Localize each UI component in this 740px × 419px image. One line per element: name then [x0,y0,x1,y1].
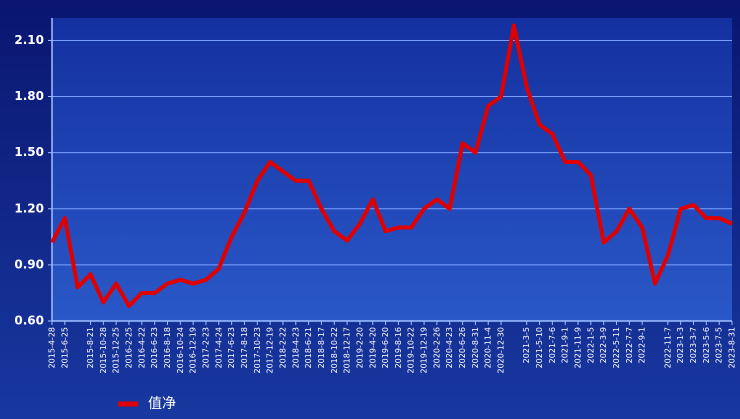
x-tick-label: 2016-10-24 [176,327,185,374]
line [50,23,733,309]
plot-area [52,18,732,321]
x-tick-label: 2019-2-20 [355,327,364,368]
x-tick-label: 2020-8-31 [471,327,480,368]
x-tick-label: 2016-2-25 [124,327,133,368]
x-tick-label: 2022-3-9 [599,327,608,363]
x-tick-label: 2019-12-19 [420,327,429,374]
x-tick-label: 2023-3-7 [689,327,698,363]
x-tick-label: 2015-8-21 [86,327,95,368]
x-tick-label: 2016-4-22 [137,327,146,368]
y-tick-label: 0.60 [14,314,44,328]
x-tick-label: 2019-10-22 [407,327,416,374]
x-tick-label: 2015-6-25 [60,327,69,368]
x-tick-label: 2020-11-4 [484,327,493,368]
x-tick-label: 2016-12-19 [189,327,198,374]
x-tick-label: 2019-8-16 [394,327,403,368]
x-tick-label: 2017-10-23 [253,327,262,374]
y-tick-label: 2.10 [14,33,44,47]
x-tick-label: 2022-11-7 [663,327,672,368]
x-tick-label: 2018-8-17 [317,327,326,368]
x-tick-label: 2020-6-26 [458,327,467,368]
x-tick-label: 2023-8-31 [728,327,737,368]
legend-label: 值净 [148,396,176,412]
x-tick-label: 2016-6-23 [150,327,159,368]
x-tick-label: 2018-6-21 [304,327,313,368]
x-tick-label: 2020-12-30 [497,327,506,374]
x-tick-label: 2015-10-28 [99,327,108,374]
y-tick-label: 1.50 [14,145,44,159]
y-tick-label: 1.80 [14,89,44,103]
x-tick-label: 2017-12-19 [266,327,275,374]
legend: 值净 [118,396,176,412]
x-tick-label: 2022-7-7 [625,327,634,363]
x-tick-label: 2021-7-6 [548,327,557,363]
x-tick-label: 2018-4-23 [291,327,300,368]
x-tick-label: 2023-7-5 [715,327,724,363]
x-tick-label: 2018-10-22 [330,327,339,374]
x-tick-label: 2016-8-18 [163,327,172,368]
x-tick-label: 2021-9-1 [561,327,570,363]
x-tick-label: 2021-3-5 [522,327,531,363]
x-tick-label: 2017-8-18 [240,327,249,368]
x-tick-label: 2015-4-28 [48,327,57,368]
x-tick-label: 2019-4-20 [368,327,377,368]
x-tick-label: 2021-5-10 [535,327,544,368]
x-tick-label: 2017-4-24 [214,327,223,368]
x-tick-label: 2015-12-25 [112,327,121,374]
x-tick-label: 2017-2-23 [201,327,210,368]
x-tick-label: 2023-1-3 [676,327,685,363]
x-tick-label: 2018-12-17 [343,327,352,374]
x-tick-label: 2019-6-20 [381,327,390,368]
x-tick-label: 2018-2-22 [278,327,287,368]
x-tick-label: 2022-9-1 [638,327,647,363]
x-tick-label: 2020-2-26 [432,327,441,368]
x-tick-label: 2020-4-23 [445,327,454,368]
x-tick-label: 2021-11-9 [574,327,583,368]
y-tick-label: 1.20 [14,201,44,215]
x-tick-label: 2022-1-5 [586,327,595,363]
x-tick-label: 2017-6-23 [227,327,236,368]
x-tick-label: 2023-5-6 [702,327,711,363]
y-tick-label: 0.90 [14,257,44,271]
x-tick-label: 2022-5-11 [612,327,621,368]
